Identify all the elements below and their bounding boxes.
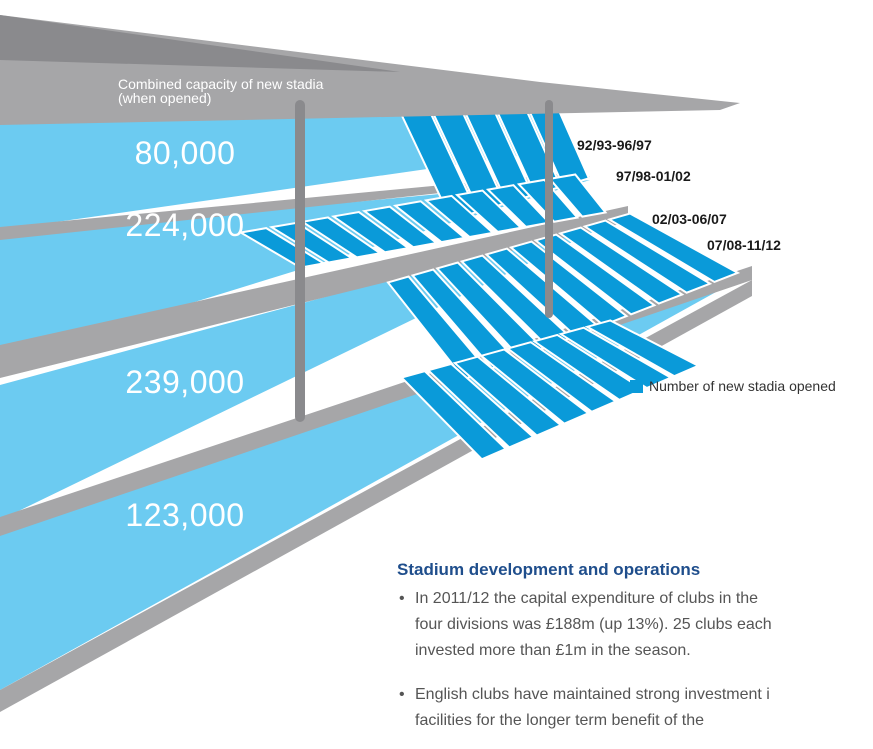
seat-block-2-6: [392, 200, 467, 244]
seat-block-3-10: [606, 212, 741, 284]
seat-block-2-8: [454, 189, 524, 233]
bullet-investment: English clubs have maintained strong inv…: [397, 682, 873, 734]
text-block: Stadium development and operations In 20…: [397, 560, 873, 734]
seat-block-3-9: [582, 219, 713, 294]
seat-block-4-6: [531, 333, 646, 402]
seat-block-4-4: [479, 348, 591, 425]
bullet-capex-line-2: four divisions was £188m (up 13%). 25 cl…: [415, 616, 772, 633]
seat-block-2-11: [547, 173, 608, 218]
bullet-investment-line-1: English clubs have maintained strong inv…: [415, 686, 770, 703]
seat-block-4-2: [426, 362, 536, 449]
seat-block-4-7: [558, 326, 673, 390]
capacity-label-2: 224,000: [125, 207, 245, 243]
section-heading: Stadium development and operations: [397, 560, 701, 579]
roof-underside: [0, 0, 400, 72]
roof-pillar-left: [295, 100, 305, 422]
seat-block-2-4: [330, 210, 411, 254]
roof-caption: Combined capacity of new stadia (when op…: [118, 76, 324, 106]
seat-block-4-8: [584, 319, 701, 378]
legend: Number of new stadia opened: [630, 378, 836, 394]
period-label-3: 02/03-06/07: [652, 211, 727, 227]
stand-roof: [0, 0, 740, 422]
seat-block-2-2: [268, 221, 355, 264]
seat-block-2-3: [299, 216, 383, 259]
period-label-4: 07/08-11/12: [707, 237, 781, 253]
roof-top: [0, 0, 740, 125]
capacity-label-1: 80,000: [134, 135, 236, 171]
legend-swatch: [630, 379, 643, 393]
seat-block-2-7: [423, 194, 495, 239]
seat-block-2-5: [361, 205, 439, 249]
bullet-capex-line-1: In 2011/12 the capital expenditure of cl…: [415, 590, 759, 607]
seat-block-3-8: [557, 226, 685, 305]
capacity-label-4: 123,000: [125, 497, 245, 533]
bullet-capex: In 2011/12 the capital expenditure of cl…: [397, 586, 873, 664]
tier-ledge-2: [0, 206, 628, 378]
seat-block-4-5: [505, 341, 618, 413]
bullet-capex-line-3: invested more than £1m in the season.: [415, 642, 691, 659]
period-label-2: 97/98-01/02: [616, 168, 691, 184]
seat-blocks: [237, 109, 741, 461]
seat-block-4-1: [399, 370, 508, 461]
seat-block-4-3: [452, 355, 563, 437]
bullet-investment-line-2: facilities for the longer term benefit o…: [415, 712, 705, 729]
capacity-label-3: 239,000: [125, 364, 245, 400]
roof-pillar-right: [545, 100, 553, 318]
period-label-1: 92/93-96/97: [577, 137, 652, 153]
legend-label: Number of new stadia opened: [649, 378, 836, 394]
seat-block-3-6: [508, 240, 629, 327]
